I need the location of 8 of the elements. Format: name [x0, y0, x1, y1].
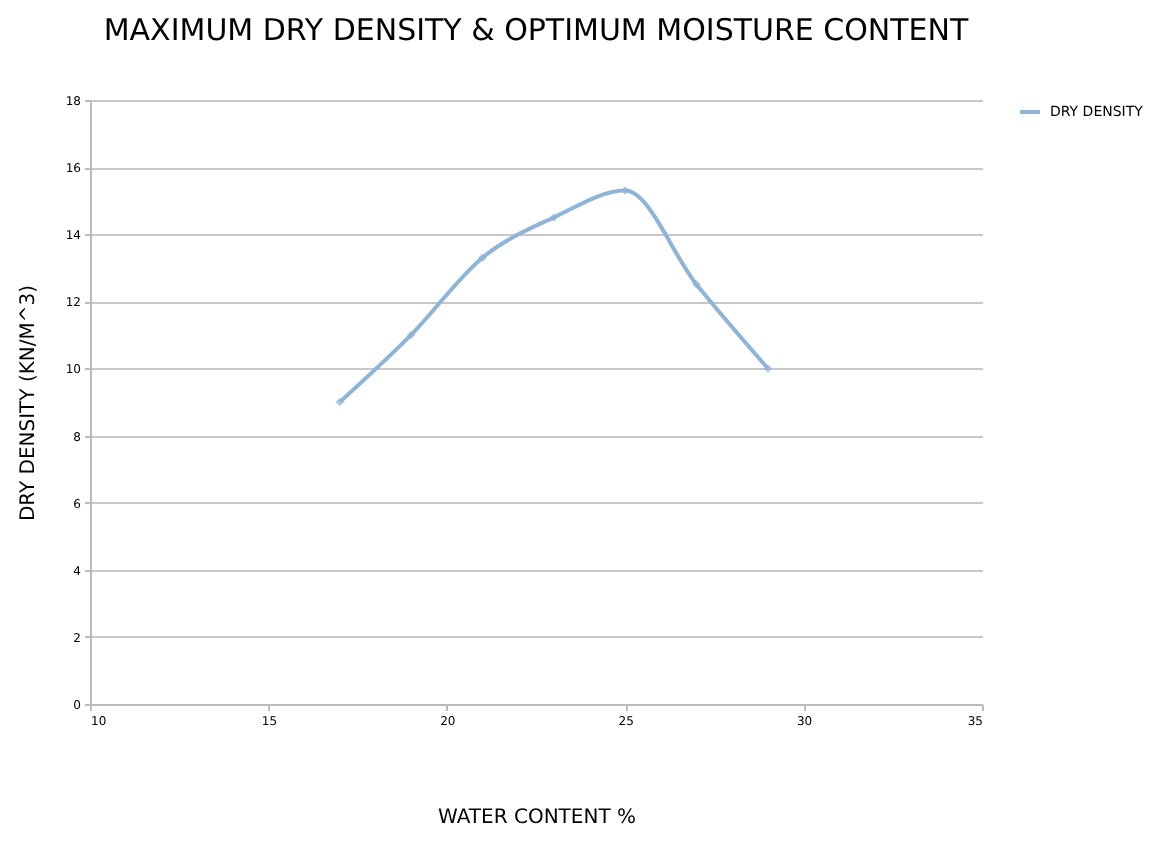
line-series — [335, 186, 773, 407]
chart-title: MAXIMUM DRY DENSITY & OPTIMUM MOISTURE CONTENT — [103, 12, 970, 48]
x-axis-title: WATER CONTENT % — [438, 807, 636, 829]
point — [406, 330, 416, 340]
point — [478, 253, 487, 262]
point — [335, 397, 344, 407]
point — [692, 280, 701, 289]
y-axis-title: DRY DENSITY (KN/M^3) — [17, 284, 40, 522]
